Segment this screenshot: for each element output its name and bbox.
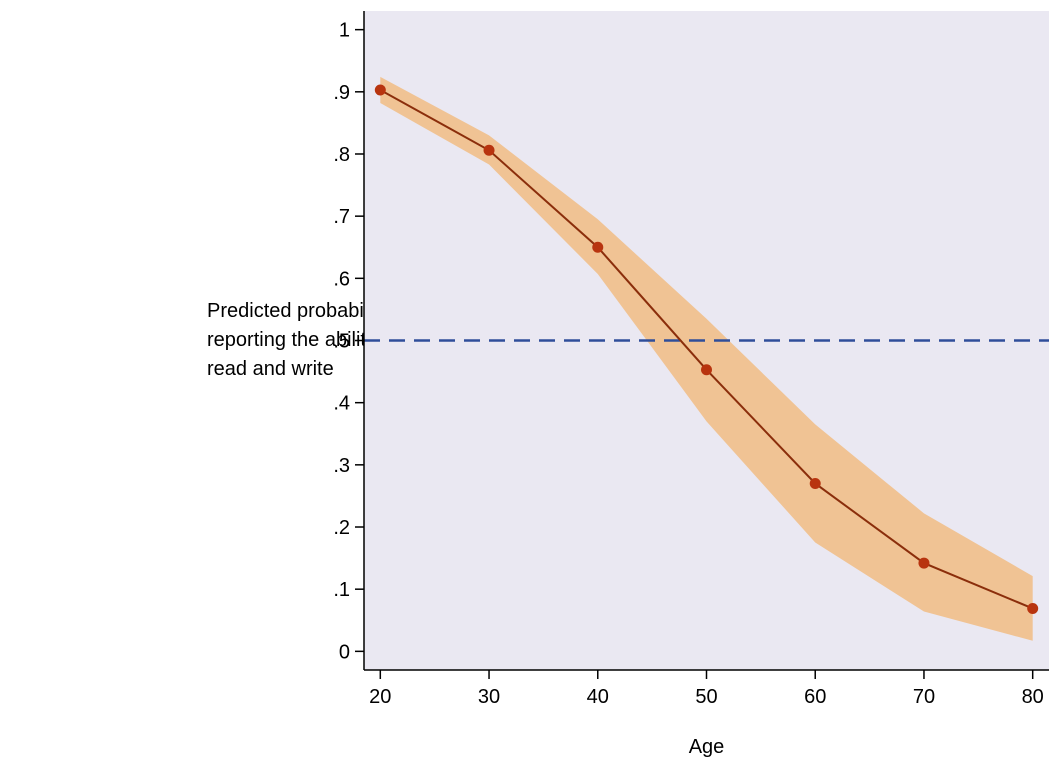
data-point — [592, 241, 604, 253]
y-tick-label: .5 — [333, 331, 350, 353]
y-tick-label: .7 — [333, 206, 350, 228]
y-axis-title-line-3: read and write — [207, 358, 334, 380]
data-point — [483, 144, 495, 156]
y-tick-label: .8 — [333, 144, 350, 166]
x-tick-label: 40 — [587, 686, 609, 708]
x-tick-label: 80 — [1022, 686, 1044, 708]
x-tick-label: 30 — [478, 686, 500, 708]
y-tick-label: .9 — [333, 82, 350, 104]
data-point — [701, 364, 712, 376]
x-tick-label: 70 — [913, 686, 935, 708]
y-tick-label: .6 — [333, 268, 350, 290]
x-tick-label: 50 — [695, 686, 717, 708]
data-point — [918, 557, 930, 569]
x-axis-title: Age — [689, 736, 725, 758]
y-tick-label: .4 — [333, 393, 350, 415]
y-tick-label: 0 — [339, 641, 350, 663]
y-tick-label: .1 — [333, 579, 350, 601]
confidence-band-layer — [380, 76, 1033, 641]
axes: 0 .1 .2 .3 .4 .5 .6 .7 .8 .9 1 20 30 40 50 60 70 80 — [333, 11, 1049, 708]
x-tick-label: 60 — [804, 686, 826, 708]
data-point — [1027, 602, 1039, 614]
y-tick-label: .3 — [333, 455, 350, 477]
data-point — [374, 84, 386, 96]
marker-layer — [374, 84, 1039, 614]
y-tick-label: 1 — [339, 20, 350, 42]
data-point — [809, 477, 821, 489]
y-tick-label: .2 — [333, 517, 350, 539]
confidence-band — [380, 76, 1033, 641]
x-tick-label: 20 — [369, 686, 391, 708]
